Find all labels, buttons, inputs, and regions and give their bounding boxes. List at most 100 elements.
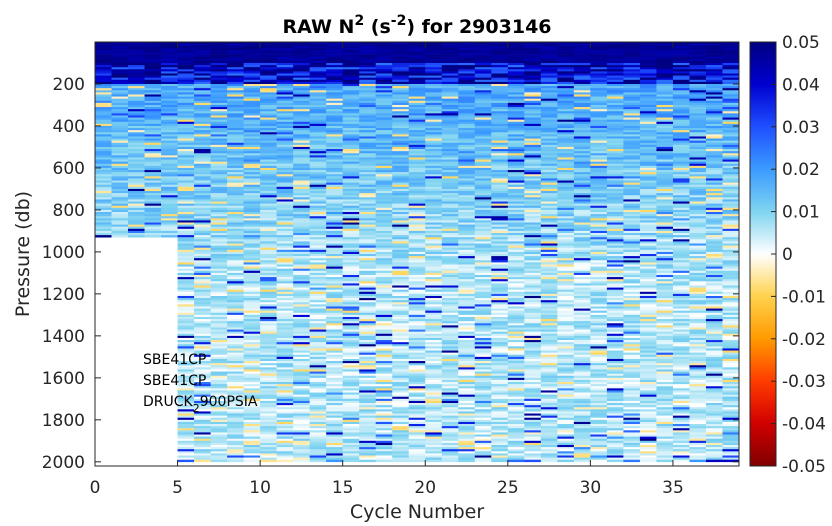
heatmap-cell bbox=[95, 186, 112, 190]
heatmap-cell bbox=[474, 92, 492, 95]
heatmap-cell bbox=[243, 346, 261, 349]
heatmap-cell bbox=[260, 218, 278, 221]
heatmap-cell bbox=[326, 197, 344, 200]
heatmap-cell bbox=[260, 48, 278, 51]
heatmap-cell bbox=[243, 132, 261, 135]
heatmap-cell bbox=[177, 174, 195, 177]
heatmap-cell bbox=[260, 388, 278, 391]
heatmap-cell bbox=[408, 46, 426, 49]
heatmap-cell bbox=[293, 81, 311, 85]
heatmap-cell bbox=[491, 188, 509, 192]
heatmap-cell bbox=[95, 71, 112, 74]
heatmap-cell bbox=[342, 428, 360, 431]
heatmap-cell bbox=[260, 258, 278, 261]
heatmap-cell bbox=[359, 174, 377, 177]
heatmap-cell bbox=[95, 142, 112, 146]
heatmap-cell bbox=[458, 146, 476, 150]
heatmap-cell bbox=[375, 188, 393, 192]
heatmap-cell bbox=[425, 184, 443, 188]
heatmap-cell bbox=[342, 438, 360, 442]
heatmap-cell bbox=[309, 295, 327, 299]
heatmap-cell bbox=[111, 104, 129, 108]
heatmap-cell bbox=[441, 344, 459, 347]
heatmap-cell bbox=[243, 279, 261, 282]
heatmap-cell bbox=[441, 434, 459, 437]
heatmap-cell bbox=[507, 102, 525, 106]
heatmap-cell bbox=[491, 226, 509, 230]
heatmap-cell bbox=[260, 279, 278, 282]
heatmap-cell bbox=[408, 426, 426, 429]
heatmap-cell bbox=[408, 239, 426, 242]
heatmap-cell bbox=[408, 117, 426, 120]
heatmap-cell bbox=[524, 329, 542, 332]
heatmap-cell bbox=[293, 281, 311, 284]
heatmap-cell bbox=[326, 302, 344, 305]
heatmap-cell bbox=[293, 348, 311, 351]
heatmap-cell bbox=[458, 199, 476, 202]
heatmap-cell bbox=[524, 186, 542, 190]
heatmap-cell bbox=[95, 102, 112, 106]
heatmap-cell bbox=[260, 237, 278, 240]
heatmap-cell bbox=[375, 62, 393, 66]
heatmap-cell bbox=[326, 174, 344, 177]
heatmap-cell bbox=[161, 149, 178, 152]
heatmap-cell bbox=[359, 128, 377, 131]
heatmap-cell bbox=[359, 73, 377, 76]
heatmap-cell bbox=[524, 144, 542, 148]
heatmap-cell bbox=[293, 243, 311, 246]
heatmap-cell bbox=[507, 125, 525, 129]
heatmap-cell bbox=[425, 174, 443, 177]
heatmap-cell bbox=[326, 451, 344, 454]
heatmap-cell bbox=[260, 419, 278, 423]
heatmap-cell bbox=[210, 60, 228, 64]
heatmap-cell bbox=[375, 285, 393, 288]
heatmap-cell bbox=[194, 352, 211, 356]
heatmap-column bbox=[128, 42, 145, 238]
heatmap-cell bbox=[540, 159, 558, 162]
heatmap-cell bbox=[392, 340, 410, 343]
heatmap-cell bbox=[375, 42, 393, 45]
heatmap-cell bbox=[507, 304, 525, 307]
heatmap-cell bbox=[276, 291, 294, 295]
heatmap-cell bbox=[227, 235, 245, 238]
heatmap-column bbox=[227, 42, 245, 463]
heatmap-cell bbox=[342, 56, 360, 60]
heatmap-cell bbox=[359, 243, 377, 246]
heatmap-cell bbox=[293, 302, 311, 305]
heatmap-cell bbox=[293, 115, 311, 118]
heatmap-cell bbox=[458, 415, 476, 419]
heatmap-cell bbox=[210, 117, 228, 120]
heatmap-cell bbox=[128, 75, 145, 78]
heatmap-cell bbox=[375, 264, 393, 267]
heatmap-cell bbox=[293, 308, 311, 311]
heatmap-cell bbox=[227, 407, 245, 410]
heatmap-cell bbox=[260, 130, 278, 133]
heatmap-cell bbox=[491, 287, 509, 290]
heatmap-cell bbox=[425, 159, 443, 162]
heatmap-cell bbox=[276, 134, 294, 137]
heatmap-cell bbox=[524, 67, 542, 70]
heatmap-cell bbox=[342, 447, 360, 450]
heatmap-cell bbox=[260, 287, 278, 290]
heatmap-cell bbox=[194, 149, 211, 152]
heatmap-cell bbox=[293, 295, 311, 299]
heatmap-cell bbox=[243, 230, 261, 234]
heatmap-cell bbox=[309, 344, 327, 347]
heatmap-cell bbox=[111, 205, 129, 209]
heatmap-cell bbox=[441, 62, 459, 66]
heatmap-cell bbox=[524, 193, 542, 196]
heatmap-cell bbox=[161, 214, 178, 217]
heatmap-cell bbox=[210, 182, 228, 186]
heatmap-cell bbox=[474, 415, 492, 419]
heatmap-cell bbox=[441, 268, 459, 272]
heatmap-cell bbox=[177, 176, 195, 179]
heatmap-cell bbox=[540, 142, 558, 146]
heatmap-cell bbox=[507, 245, 525, 248]
heatmap-cell bbox=[359, 277, 377, 280]
heatmap-cell bbox=[227, 42, 245, 45]
heatmap-cell bbox=[293, 65, 311, 68]
heatmap-cell bbox=[524, 184, 542, 188]
heatmap-cell bbox=[309, 430, 327, 433]
heatmap-cell bbox=[474, 258, 492, 261]
heatmap-cell bbox=[474, 270, 492, 274]
